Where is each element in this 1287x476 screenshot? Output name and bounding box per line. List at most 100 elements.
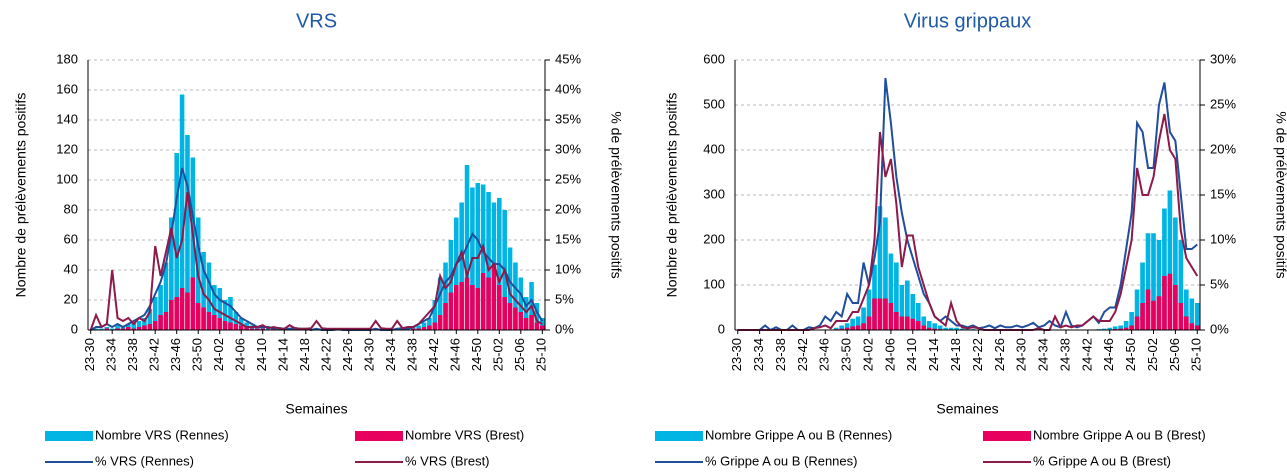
x-tick-label: 23-38 bbox=[125, 338, 140, 371]
y2-axis-title: % de prélèvements positifs bbox=[1273, 111, 1287, 278]
x-tick-label: 24-14 bbox=[276, 338, 291, 371]
bar bbox=[861, 307, 866, 330]
bar bbox=[888, 303, 894, 330]
x-axis-title: Semaines bbox=[285, 401, 347, 417]
y-tick-label: 140 bbox=[56, 111, 78, 126]
bar bbox=[115, 328, 120, 330]
bar bbox=[872, 264, 877, 330]
legend-label: % Grippe A ou B (Rennes) bbox=[705, 453, 857, 468]
bar bbox=[507, 247, 513, 330]
bar bbox=[937, 325, 943, 330]
x-tick-label: 24-18 bbox=[297, 338, 312, 371]
x-tick-label: 24-10 bbox=[904, 338, 919, 371]
y-axis-title: Nombre de prélèvements positifs bbox=[13, 93, 29, 298]
bar bbox=[142, 325, 147, 330]
bar bbox=[959, 328, 965, 330]
y2-tick-label: 25% bbox=[555, 171, 581, 186]
line bbox=[89, 191, 543, 331]
bar bbox=[147, 324, 153, 330]
bar bbox=[932, 328, 938, 330]
legend-label: Nombre Grippe A ou B (Rennes) bbox=[705, 427, 892, 442]
bar bbox=[470, 285, 475, 330]
bar bbox=[443, 262, 448, 330]
bar bbox=[174, 297, 179, 330]
x-tick-label: 24-14 bbox=[926, 338, 941, 371]
bar bbox=[244, 327, 249, 330]
x-tick-label: 23-42 bbox=[795, 338, 810, 371]
bar bbox=[518, 277, 524, 330]
bar bbox=[1173, 285, 1178, 330]
x-tick-label: 24-10 bbox=[254, 338, 269, 371]
bar bbox=[1145, 233, 1151, 330]
bar bbox=[1101, 328, 1107, 330]
chart-title: Virus grippaux bbox=[904, 10, 1031, 32]
bar bbox=[1194, 303, 1200, 330]
bar bbox=[844, 323, 850, 330]
y-tick-label: 400 bbox=[703, 141, 725, 156]
bar bbox=[1156, 240, 1162, 330]
bar bbox=[1118, 328, 1124, 330]
bar bbox=[109, 328, 115, 330]
x-tick-label: 25-10 bbox=[534, 338, 549, 371]
bar bbox=[1156, 296, 1162, 330]
y-tick-label: 80 bbox=[64, 201, 78, 216]
bar bbox=[437, 315, 443, 330]
bar bbox=[844, 327, 850, 330]
x-tick-label: 24-22 bbox=[970, 338, 985, 371]
y-axis-title: Nombre de prélèvements positifs bbox=[664, 93, 680, 298]
bar bbox=[222, 321, 228, 330]
x-tick-label: 24-26 bbox=[992, 338, 1007, 371]
y-tick-label: 20 bbox=[64, 291, 78, 306]
bar bbox=[206, 262, 212, 330]
bar bbox=[486, 277, 491, 330]
bar bbox=[201, 307, 206, 330]
bar bbox=[899, 285, 905, 330]
y2-tick-label: 5% bbox=[1210, 276, 1229, 291]
bar bbox=[877, 206, 883, 330]
bar bbox=[212, 315, 217, 330]
x-tick-label: 24-02 bbox=[211, 338, 226, 371]
bar bbox=[1123, 327, 1129, 330]
bar bbox=[534, 303, 540, 330]
bar bbox=[115, 325, 120, 330]
bar bbox=[861, 323, 866, 330]
chart: VRS 0 20 40 60 80 100 120 140 160 180 0% 5% 10% 15% 20%… bbox=[13, 10, 625, 468]
bar bbox=[152, 297, 158, 330]
bar bbox=[910, 294, 916, 330]
bar bbox=[1167, 273, 1173, 330]
bar bbox=[523, 297, 529, 330]
bar bbox=[131, 328, 136, 330]
x-tick-label: 24-18 bbox=[948, 338, 963, 371]
bar bbox=[502, 297, 507, 330]
bar bbox=[416, 325, 421, 330]
bar bbox=[448, 240, 454, 330]
bar bbox=[475, 288, 481, 330]
x-tick-label: 23-46 bbox=[168, 338, 183, 371]
bar bbox=[1162, 276, 1167, 330]
x-tick-label: 24-42 bbox=[426, 338, 441, 371]
bar bbox=[432, 322, 438, 330]
bar bbox=[126, 327, 131, 330]
bar bbox=[497, 285, 502, 330]
x-tick-label: 24-38 bbox=[1057, 338, 1072, 371]
y2-tick-label: 35% bbox=[555, 111, 581, 126]
bar bbox=[217, 288, 223, 330]
bar bbox=[169, 217, 174, 330]
bar bbox=[421, 322, 427, 330]
bar bbox=[1183, 289, 1189, 330]
y-tick-label: 100 bbox=[703, 276, 725, 291]
x-tick-label: 24-50 bbox=[469, 338, 484, 371]
x-tick-label: 24-06 bbox=[233, 338, 248, 371]
x-tick-label: 25-06 bbox=[512, 338, 527, 371]
legend-swatch bbox=[45, 431, 93, 441]
x-tick-label: 23-50 bbox=[839, 338, 854, 371]
bar bbox=[1134, 316, 1140, 330]
x-tick-label: 25-02 bbox=[1145, 338, 1160, 371]
bar bbox=[255, 328, 260, 330]
bar bbox=[883, 298, 888, 330]
bar bbox=[104, 328, 110, 330]
bar bbox=[850, 318, 855, 330]
bar bbox=[1112, 326, 1118, 330]
y-tick-label: 0 bbox=[71, 321, 78, 336]
bar bbox=[480, 184, 486, 330]
